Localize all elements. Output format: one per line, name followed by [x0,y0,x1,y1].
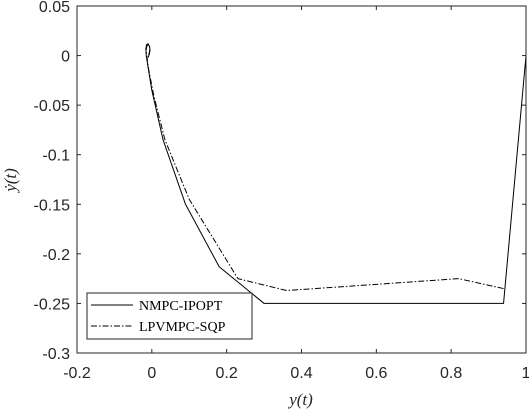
y-tick-label: 0.05 [39,0,70,16]
y-tick-label: -0.05 [34,98,71,115]
legend-box [86,292,253,340]
x-tick-label: 0.4 [290,365,312,382]
y-tick-label: -0.15 [34,197,71,214]
x-tick-label: 0.8 [440,365,462,382]
y-tick-label: -0.25 [34,296,71,313]
legend-label-lpvmpc-sqp: LPVMPC-SQP [139,320,226,335]
x-tick-label: 0 [147,365,156,382]
series-layer [145,43,527,304]
y-tick-label: -0.1 [42,148,70,165]
x-tick-label: -0.2 [63,365,91,382]
series-line-lpvmpc-sqp [145,44,504,292]
legend: NMPC-IPOPT LPVMPC-SQP [86,292,253,340]
y-tick-label: -0.2 [42,247,70,264]
x-tick-label: 1 [522,365,529,382]
x-tick-label: 0.2 [216,365,238,382]
y-axis-label: ẏ(t) [1,168,20,194]
tick-layer: -0.2 0 0.2 0.4 0.6 0.8 1 0.05 0 -0.05 -0.1 -0.15 -0.… [34,0,529,382]
y-tick-label: -0.3 [42,346,70,363]
y-tick-label: 0 [61,49,70,66]
x-tick-label: 0.6 [365,365,387,382]
legend-label-nmpc-ipopt: NMPC-IPOPT [139,299,223,314]
x-axis-label: y(t) [287,390,313,409]
